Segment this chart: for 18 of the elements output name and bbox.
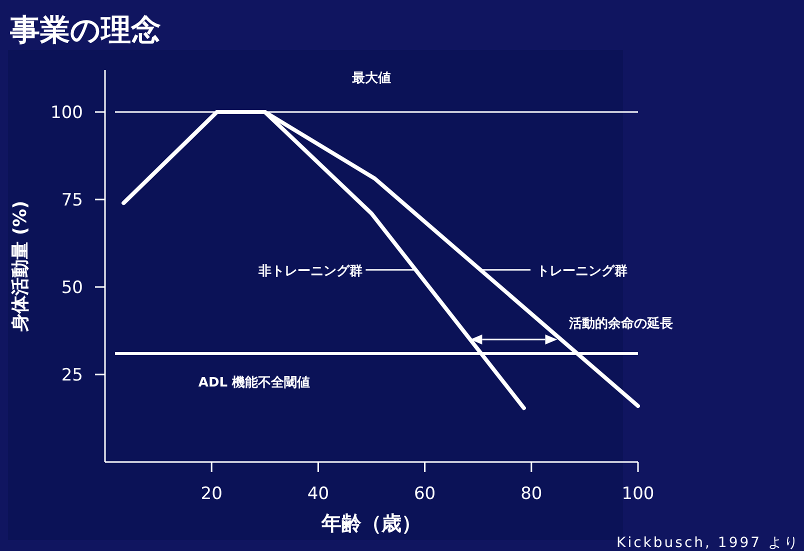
x-axis-title: 年齢（歳） [320, 511, 422, 535]
y-tick-label: 100 [50, 103, 83, 123]
ref-line-label: ADL 機能不全閾値 [198, 374, 310, 390]
legend-label: トレーニング群 [536, 264, 628, 279]
y-tick-label: 75 [61, 190, 83, 210]
x-tick-label: 100 [622, 484, 654, 504]
ref-line-label: 最大値 [351, 71, 391, 86]
y-axis-title: 身体活動量 (%) [10, 200, 31, 332]
x-tick-label: 80 [520, 484, 542, 504]
x-tick-label: 60 [414, 484, 436, 504]
x-tick-label: 20 [200, 484, 222, 504]
y-tick-label: 50 [61, 278, 83, 298]
chart-title: 事業の理念 [9, 13, 161, 48]
text: Kickbusch, 1997 より [616, 535, 800, 551]
annotation: 活動的余命の延長 [568, 316, 674, 332]
y-tick-label: 25 [61, 366, 83, 386]
text: 非トレーニング群 [258, 264, 363, 279]
x-tick-label: 40 [307, 484, 330, 504]
